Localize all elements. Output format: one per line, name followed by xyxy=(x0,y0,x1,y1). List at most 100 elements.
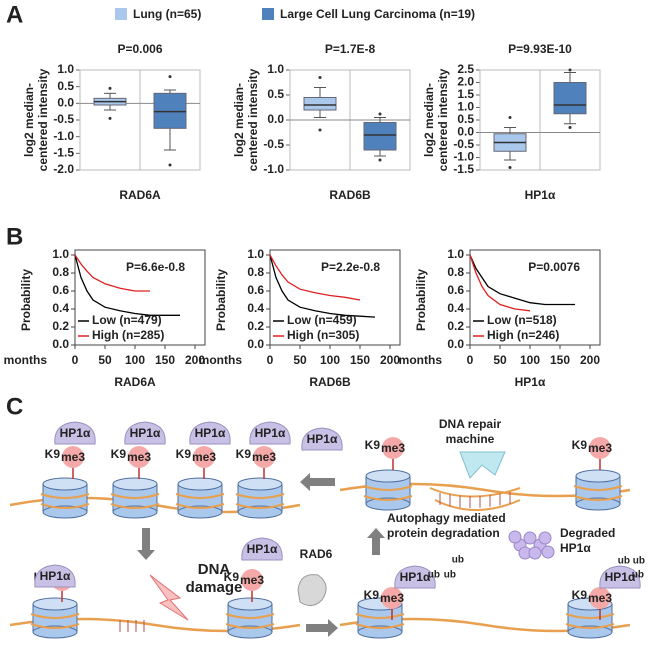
ub-label: ub xyxy=(632,570,644,581)
legend-swatch xyxy=(115,8,127,20)
repair-label: machine xyxy=(446,432,495,446)
y-axis-label: centered intensity xyxy=(36,68,50,171)
nucleosome-bottom xyxy=(112,505,158,519)
dna-wrap xyxy=(225,613,275,629)
hp1a-label: HP1α xyxy=(400,570,431,584)
me3-mark xyxy=(382,437,404,459)
y-tick-label: 0.0 xyxy=(247,337,264,351)
me3-mark xyxy=(128,446,150,468)
y-tick-label: 0.8 xyxy=(52,265,69,279)
nucleosome-top xyxy=(42,477,88,491)
y-tick-label: -1.0 xyxy=(53,129,74,143)
k9-label: K9 xyxy=(364,588,380,602)
x-tick-label: 150 xyxy=(550,353,570,367)
box xyxy=(553,82,587,115)
damage-label: DNA xyxy=(198,561,231,578)
hp1a-label: HP1α xyxy=(307,432,338,446)
x-tick-label: 100 xyxy=(320,353,340,367)
x-axis-label: RAD6A xyxy=(114,375,156,389)
outlier xyxy=(568,68,572,72)
y-tick-label: 0.2 xyxy=(447,319,464,333)
y-axis-label: centered intensity xyxy=(246,68,260,171)
degraded-fragment xyxy=(508,530,522,544)
outlier xyxy=(318,76,322,79)
k9-label: K9 xyxy=(572,438,588,452)
x-axis-label: RAD6B xyxy=(329,188,371,202)
y-tick-label: 0.0 xyxy=(457,125,474,139)
legend-label: High (n=246) xyxy=(487,328,559,342)
plot-frame xyxy=(74,249,206,346)
dna-wrap xyxy=(40,493,90,509)
outlier xyxy=(508,166,512,169)
y-axis-label: log2 median- xyxy=(422,83,436,157)
dna-wrap xyxy=(363,485,413,501)
x-tick-label: 150 xyxy=(350,353,370,367)
outlier xyxy=(168,75,172,79)
hp1a-label: HP1α xyxy=(605,570,636,584)
broken-dna xyxy=(429,487,521,511)
nucleosome-bottom xyxy=(227,625,273,639)
y-tick-label: 0.0 xyxy=(267,112,284,126)
legend-label: Low (n=479) xyxy=(92,313,162,327)
x-tick-label: 0 xyxy=(267,353,274,367)
hp1a-protein xyxy=(34,564,76,588)
degraded-label: Degraded xyxy=(560,526,615,540)
y-tick-label: 2.0 xyxy=(457,75,474,89)
dna-wrap xyxy=(355,613,405,629)
y-axis-label: log2 median- xyxy=(232,83,246,157)
y-tick-label: 0.6 xyxy=(447,283,464,297)
dna-wrap xyxy=(175,493,225,509)
hp1a-label: HP1α xyxy=(195,426,226,440)
y-tick-label: 1.0 xyxy=(52,247,69,261)
nucleosome-top xyxy=(365,469,411,483)
nucleosome-bottom xyxy=(237,505,283,519)
outlier xyxy=(108,86,112,90)
autophagy-label: protein degradation xyxy=(387,526,500,540)
panel-label: B xyxy=(6,223,23,250)
degraded-fragment xyxy=(528,546,542,560)
x-tick-label: 100 xyxy=(520,353,540,367)
y-axis-label: Probability xyxy=(214,269,228,331)
outlier xyxy=(378,158,382,162)
me3-mark xyxy=(241,569,263,591)
y-tick-label: 2.5 xyxy=(457,62,474,76)
survival-curve xyxy=(269,254,361,301)
outlier xyxy=(378,112,382,116)
arrow xyxy=(300,473,335,491)
chart-title: P=0.006 xyxy=(117,42,162,56)
chart-title: P=2.2e-0.8 xyxy=(321,260,380,274)
me3-mark xyxy=(62,446,84,468)
dna-wrap xyxy=(235,493,285,509)
nucleosome-bottom xyxy=(42,505,88,519)
panel-label: A xyxy=(6,1,23,28)
hp1a-protein xyxy=(394,565,436,589)
y-tick-label: -2.0 xyxy=(53,162,74,176)
y-tick-label: -1.5 xyxy=(53,146,74,160)
legend-swatch xyxy=(262,8,274,20)
outlier xyxy=(508,116,512,119)
outlier xyxy=(318,128,322,132)
legend-label: Low (n=459) xyxy=(287,313,357,327)
y-tick-label: 0.0 xyxy=(57,96,74,110)
k9-label: K9 xyxy=(365,438,381,452)
y-tick-label: 1.5 xyxy=(457,87,474,101)
box xyxy=(153,92,187,129)
plot-frame xyxy=(269,249,401,346)
y-tick-label: 0.4 xyxy=(52,301,69,315)
y-axis-label: log2 median- xyxy=(22,83,36,157)
plot-frame xyxy=(469,249,601,346)
degraded-fragment xyxy=(538,531,552,545)
x-tick-label: 200 xyxy=(380,353,400,367)
x-tick-label: 50 xyxy=(493,353,507,367)
outlier xyxy=(108,116,112,120)
hp1a-protein xyxy=(54,421,96,445)
k9-label: K9 xyxy=(572,588,588,602)
y-tick-label: -0.5 xyxy=(453,137,474,151)
me3-label: me3 xyxy=(588,441,612,455)
repair-machine xyxy=(459,451,506,479)
box xyxy=(363,122,397,151)
ub-label: ub xyxy=(633,556,645,567)
degraded-fragment xyxy=(523,531,537,545)
x-axis-label: RAD6B xyxy=(309,375,351,389)
ub-label: ub xyxy=(452,555,464,566)
